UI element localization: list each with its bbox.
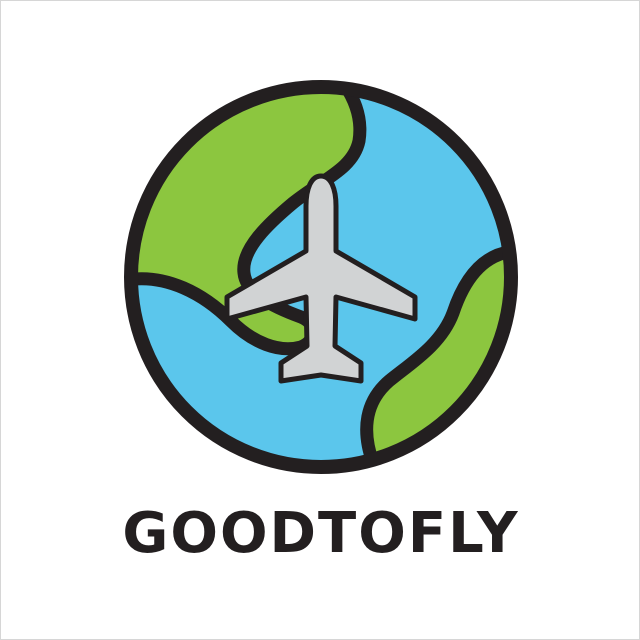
airplane-icon — [224, 173, 418, 384]
brand-name: GOODTOFLY — [122, 501, 520, 566]
globe-outline — [124, 80, 518, 474]
airplane-body — [224, 173, 418, 384]
